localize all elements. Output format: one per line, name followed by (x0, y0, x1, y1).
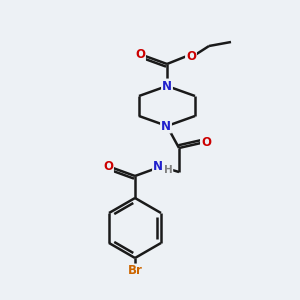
Text: O: O (135, 49, 145, 62)
Text: O: O (103, 160, 113, 173)
Text: O: O (201, 136, 211, 148)
Text: Br: Br (128, 265, 142, 278)
Text: N: N (162, 80, 172, 92)
Text: O: O (186, 50, 196, 62)
Text: N: N (153, 160, 163, 173)
Text: N: N (161, 119, 171, 133)
Text: H: H (164, 165, 172, 175)
